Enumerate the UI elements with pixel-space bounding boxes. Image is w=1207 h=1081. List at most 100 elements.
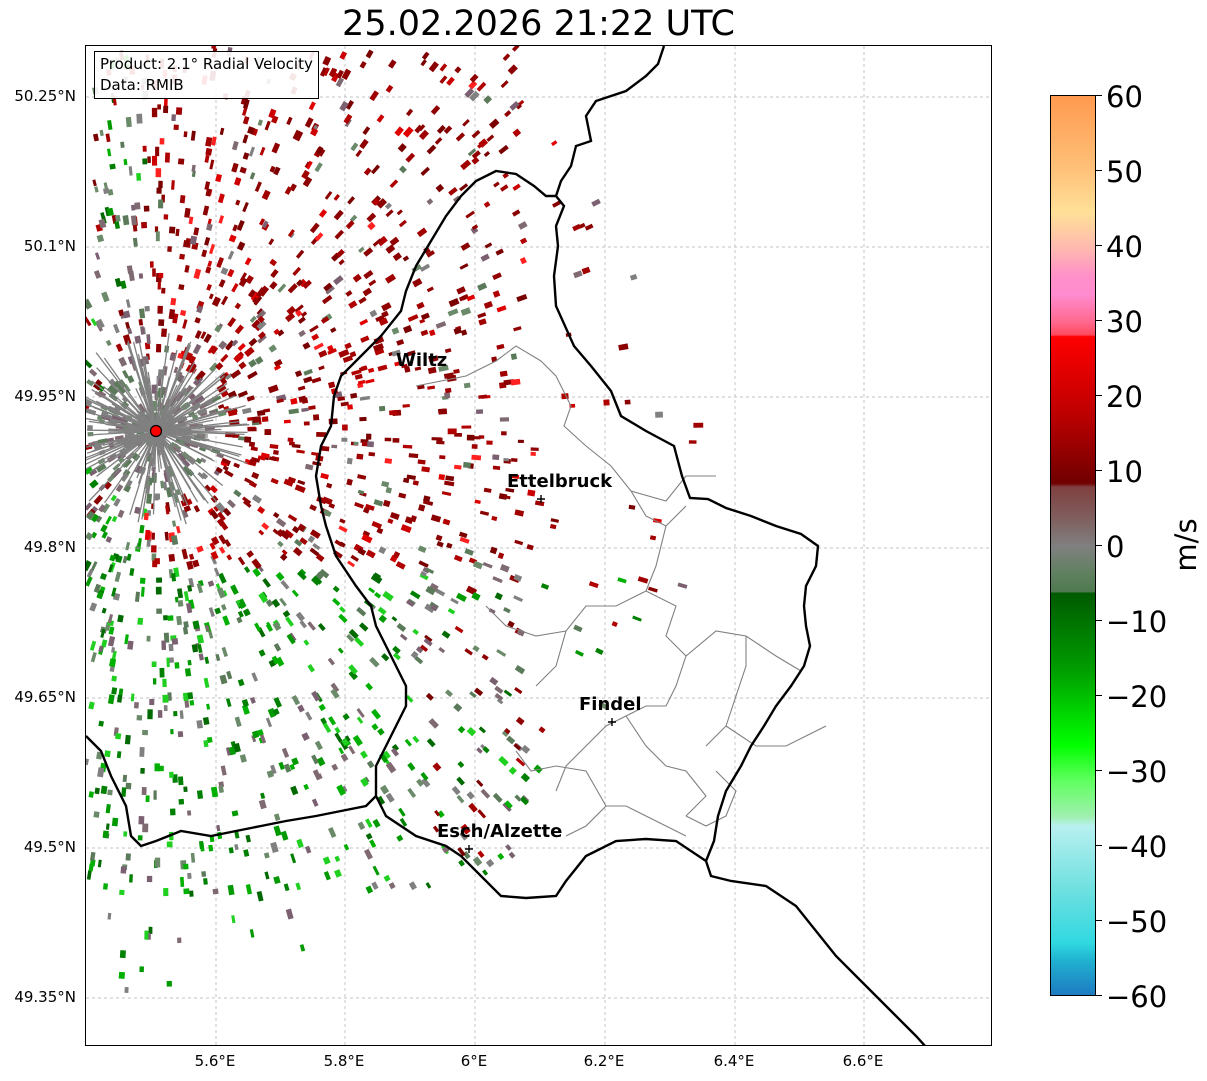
echo-pixel bbox=[204, 154, 210, 163]
echo-pixel bbox=[182, 692, 189, 702]
echo-pixel bbox=[603, 399, 610, 406]
echo-pixel bbox=[146, 538, 151, 547]
echo-pixel bbox=[471, 224, 479, 230]
echo-pixel bbox=[477, 282, 488, 291]
echo-pixel bbox=[301, 407, 309, 412]
echo-pixel bbox=[273, 166, 281, 176]
echo-pixel bbox=[94, 787, 100, 795]
echo-pixel bbox=[218, 279, 226, 288]
echo-pixel bbox=[398, 219, 407, 228]
echo-pixel bbox=[387, 518, 394, 524]
echo-pixel bbox=[399, 817, 408, 827]
echo-pixel bbox=[88, 701, 95, 710]
echo-pixel bbox=[179, 253, 185, 260]
echo-pixel bbox=[257, 119, 264, 126]
echo-pixel bbox=[406, 599, 415, 607]
echo-pixel bbox=[217, 404, 225, 410]
echo-pixel bbox=[153, 790, 157, 800]
echo-pixel bbox=[172, 444, 182, 454]
echo-pixel bbox=[289, 763, 296, 771]
echo-pixel bbox=[291, 757, 299, 766]
echo-pixel bbox=[160, 328, 168, 338]
echo-pixel bbox=[441, 491, 452, 497]
echo-pixel bbox=[510, 458, 518, 462]
echo-pixel bbox=[140, 767, 145, 774]
colorbar-tick-label: −60 bbox=[1106, 980, 1168, 1014]
echo-pixel bbox=[233, 489, 242, 498]
echo-pixel bbox=[155, 343, 162, 353]
radar-map[interactable]: Wiltz Ettelbruck Findel Esch/Alzette bbox=[85, 45, 992, 1046]
echo-pixel bbox=[169, 808, 176, 816]
echo-pixel bbox=[480, 253, 490, 262]
echo-pixel bbox=[396, 209, 403, 216]
echo-pixel bbox=[137, 835, 143, 841]
echo-pixel bbox=[176, 334, 183, 342]
echo-pixel bbox=[425, 882, 432, 889]
echo-pixel bbox=[270, 477, 279, 485]
echo-pixel bbox=[421, 52, 429, 60]
echo-pixel bbox=[417, 504, 426, 512]
echo-pixel bbox=[158, 272, 164, 279]
colorbar-tick-label: 30 bbox=[1106, 305, 1143, 339]
echo-pixel bbox=[243, 849, 250, 857]
echo-pixel bbox=[237, 678, 245, 687]
echo-ray bbox=[155, 423, 248, 432]
echo-pixel bbox=[205, 188, 212, 197]
echo-pixel bbox=[105, 823, 110, 830]
echo-pixel bbox=[167, 246, 172, 252]
echo-pixel bbox=[295, 611, 306, 622]
echo-pixel bbox=[309, 504, 317, 512]
echo-pixel bbox=[174, 662, 180, 669]
echo-pixel bbox=[167, 692, 172, 701]
echo-pixel bbox=[617, 577, 627, 584]
echo-pixel bbox=[359, 395, 371, 401]
echo-pixel bbox=[509, 473, 520, 479]
echo-pixel bbox=[321, 294, 333, 305]
echo-pixel bbox=[427, 366, 437, 374]
echo-pixel bbox=[226, 499, 236, 509]
echo-pixel bbox=[478, 726, 487, 734]
echo-pixel bbox=[233, 462, 241, 469]
echo-pixel bbox=[182, 319, 188, 329]
echo-pixel bbox=[269, 281, 278, 290]
echo-pixel bbox=[343, 113, 353, 125]
echo-pixel bbox=[269, 165, 276, 173]
echo-pixel bbox=[481, 654, 489, 661]
echo-pixel bbox=[86, 510, 96, 521]
echo-pixel bbox=[139, 746, 145, 757]
place-markers bbox=[465, 495, 616, 853]
echo-pixel bbox=[242, 134, 249, 144]
echo-pixel bbox=[419, 318, 426, 324]
echo-pixel bbox=[215, 466, 223, 474]
echo-pixel bbox=[171, 180, 175, 190]
echo-pixel bbox=[215, 173, 223, 183]
echo-pixel bbox=[301, 169, 310, 180]
echo-pixel bbox=[503, 689, 513, 697]
echo-pixel bbox=[316, 431, 327, 438]
echo-pixel bbox=[266, 621, 272, 629]
echo-pixel bbox=[469, 90, 480, 102]
echo-pixel bbox=[237, 610, 244, 618]
echo-pixel bbox=[155, 146, 160, 157]
echo-pixel bbox=[515, 716, 525, 726]
echo-pixel bbox=[458, 294, 468, 302]
echo-pixel bbox=[407, 350, 416, 357]
echo-pixel bbox=[214, 607, 222, 615]
echo-pixel bbox=[202, 205, 210, 216]
echo-pixel bbox=[297, 479, 306, 486]
canton-borders bbox=[415, 345, 827, 837]
echo-pixel bbox=[273, 813, 281, 822]
echo-pixel bbox=[183, 591, 190, 602]
echo-pixel bbox=[134, 202, 141, 210]
echo-pixel bbox=[111, 650, 117, 660]
echo-pixel bbox=[171, 638, 179, 645]
echo-pixel bbox=[177, 776, 184, 786]
echo-pixel bbox=[315, 146, 324, 155]
echo-pixel bbox=[257, 331, 266, 340]
echo-pixel bbox=[434, 809, 441, 817]
echo-pixel bbox=[371, 723, 379, 731]
echo-pixel bbox=[514, 664, 526, 675]
echo-pixel bbox=[105, 803, 111, 814]
echo-pixel bbox=[463, 461, 471, 469]
echo-pixel bbox=[378, 317, 389, 326]
